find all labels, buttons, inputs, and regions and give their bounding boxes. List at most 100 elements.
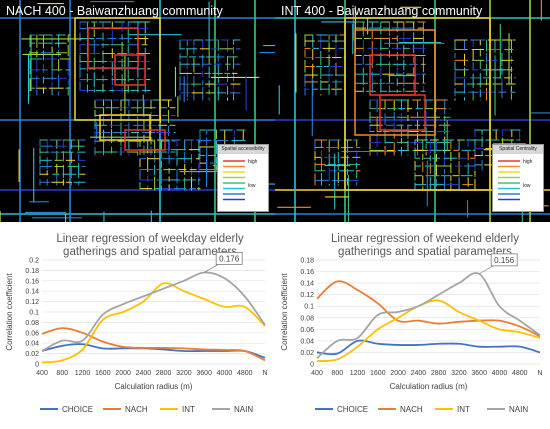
highlight-loop [114,54,146,86]
y-tick-label: 0.12 [300,292,314,299]
x-tick-label: N [537,370,542,377]
highlight-loop [87,27,139,69]
x-tick-label: N [262,370,267,377]
y-tick-label: 0.16 [25,278,39,285]
legend-low-label: low [523,183,531,189]
y-tick-label: 0.06 [25,330,39,337]
map-panel-int: INT 400 - Baiwanzhuang community Spatial… [275,0,550,222]
callout-leader [204,264,219,273]
x-tick-label: 3200 [451,370,467,377]
y-tick-label: 0.2 [29,258,39,265]
legend-entry: NAIN [234,405,253,414]
legend-entry: NACH [400,405,423,414]
y-tick-label: 0.02 [300,350,314,357]
legend-title: Spatial Centrality [493,145,543,154]
series-line-nach [41,327,266,362]
y-tick-label: 0.04 [25,341,39,348]
highlight-loop [344,17,491,191]
y-tick-label: 0.08 [300,315,314,322]
x-axis-label: Calculation radius (m) [115,382,193,391]
legend-entry: INT [457,405,470,414]
legend-entry: CHOICE [62,405,93,414]
y-tick-label: 0.16 [300,269,314,276]
x-tick-label: 2400 [136,370,152,377]
street-segments [275,0,550,222]
series-line-nain [41,271,266,352]
y-tick-label: 0.1 [304,304,314,311]
y-tick-label: 0.18 [25,268,39,275]
series-line-nain [316,272,541,359]
callout-box [490,253,518,267]
highlight-loop [124,129,166,151]
x-tick-label: 1200 [75,370,91,377]
series-line-choice [41,343,266,359]
x-tick-label: 1200 [350,370,366,377]
legend-low-label: low [248,183,256,189]
highlight-loop [354,29,436,136]
map-panel-nach: NACH 400 - Baiwanzhuang community Spatia… [0,0,275,222]
y-tick-label: 0.04 [300,338,314,345]
weekday-regression-chart: Linear regression of weekday elderlygath… [5,233,268,414]
x-tick-label: 4000 [492,370,508,377]
x-tick-label: 2000 [390,370,406,377]
legend-color-scale [223,160,245,201]
callout-leader [479,265,494,275]
x-tick-label: 4800 [237,370,253,377]
x-tick-label: 800 [56,370,68,377]
legend-entry: CHOICE [337,405,368,414]
callout-label: 0.176 [219,254,240,263]
x-tick-label: 3600 [471,370,487,377]
x-tick-label: 400 [36,370,48,377]
callout-box [215,252,243,265]
legend-color-scale [498,160,520,201]
x-tick-label: 2800 [156,370,172,377]
x-tick-label: 800 [331,370,343,377]
x-tick-label: 2800 [431,370,447,377]
callout-label: 0.156 [494,256,515,265]
x-tick-label: 4800 [512,370,528,377]
map-title: INT 400 - Baiwanzhuang community [281,4,483,18]
weekend-regression-chart: Linear regression of weekend elderlygath… [280,233,543,414]
y-tick-label: 0 [35,362,39,369]
map-legend: Spatial Centrality high low [492,144,544,212]
legend-high-label: high [248,159,258,165]
y-tick-label: 0.18 [300,258,314,265]
street-segments [0,0,275,222]
legend-entry: INT [182,405,195,414]
map-legend: Spatial accessibility high low [217,144,269,212]
x-tick-label: 2400 [411,370,427,377]
x-tick-label: 3200 [176,370,192,377]
street-network-map [0,0,275,222]
y-tick-label: 0.14 [25,289,39,296]
y-tick-label: 0.12 [25,299,39,306]
chart-title: Linear regression of weekday elderly [56,233,244,245]
y-tick-label: 0.02 [25,351,39,358]
x-tick-label: 400 [311,370,323,377]
legend-high-label: high [523,159,533,165]
y-tick-label: 0 [310,362,314,369]
legend-entry: NAIN [509,405,528,414]
series-line-int [41,282,266,364]
x-tick-label: 4000 [217,370,233,377]
series-line-int [316,299,541,363]
highlight-loop [379,94,426,131]
x-tick-label: 1600 [370,370,386,377]
x-tick-label: 3600 [196,370,212,377]
y-tick-label: 0.06 [300,327,314,334]
highlight-loop [74,17,161,121]
highlight-loop [369,54,416,96]
chart-title: gatherings and spatial parameters [338,246,512,258]
y-tick-label: 0.1 [29,310,39,317]
y-tick-label: 0.14 [300,281,314,288]
y-tick-label: 0.08 [25,320,39,327]
y-axis-label: Correlation coefficient [5,273,14,351]
street-network-map [275,0,550,222]
x-axis-label: Calculation radius (m) [390,382,468,391]
legend-entry: NACH [125,405,148,414]
series-line-choice [316,339,541,356]
series-line-nach [316,280,541,338]
y-axis-label: Correlation coefficient [280,273,289,351]
chart-title: gatherings and spatial parameters [63,246,237,258]
x-tick-label: 2000 [115,370,131,377]
legend-title: Spatial accessibility [218,145,268,154]
